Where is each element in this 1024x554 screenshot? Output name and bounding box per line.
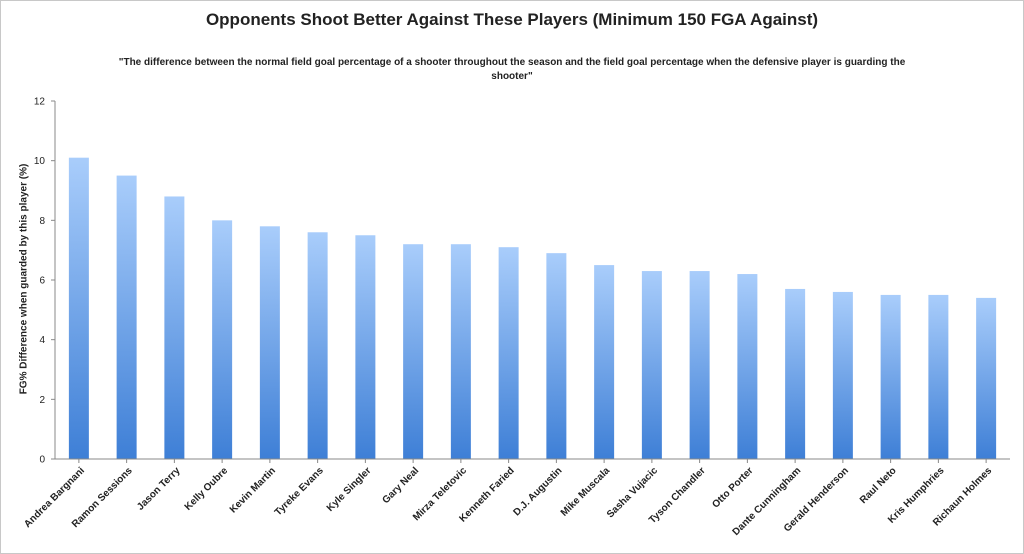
bar	[880, 294, 901, 459]
bar	[68, 157, 89, 459]
bar	[116, 175, 137, 460]
x-tick-label: Kelly Oubre	[183, 465, 231, 513]
bar	[737, 274, 758, 459]
chart-subtitle: "The difference between the normal field…	[118, 57, 906, 82]
bar	[832, 291, 853, 459]
x-tick-label: Raul Neto	[858, 465, 899, 506]
bar	[212, 220, 233, 459]
bar	[689, 271, 710, 459]
x-tick-label: Otto Porter	[710, 465, 755, 510]
y-tick-label: 6	[39, 276, 45, 287]
bar	[976, 297, 997, 459]
x-tick-label: Gary Neal	[380, 465, 421, 506]
y-tick-label: 4	[39, 335, 45, 346]
bar	[594, 265, 615, 459]
y-tick-label: 10	[34, 156, 46, 167]
x-tick-label: D.J. Augustin	[511, 465, 564, 518]
x-tick-label: Kevin Martin	[228, 465, 278, 515]
bar	[641, 271, 662, 459]
y-tick-label: 12	[34, 97, 46, 108]
x-tick-label: Jason Terry	[135, 465, 183, 513]
bar	[546, 253, 567, 459]
bar	[498, 247, 519, 459]
x-tick-label: Tyreke Evans	[273, 465, 326, 518]
bar	[785, 288, 806, 459]
chart-title: Opponents Shoot Better Against These Pla…	[205, 10, 819, 29]
y-tick-label: 8	[39, 216, 45, 227]
y-tick-label: 2	[39, 395, 45, 406]
y-axis: 0 2 4 6 8 10 12	[34, 97, 56, 466]
x-tick-label: Mike Muscala	[559, 465, 613, 519]
bar	[164, 196, 185, 459]
y-tick-label: 0	[39, 455, 45, 466]
bars	[68, 157, 997, 460]
bar	[307, 232, 328, 459]
bar	[355, 235, 376, 459]
bar	[259, 226, 280, 459]
bar	[450, 244, 471, 459]
x-tick-label: Kyle Singler	[325, 465, 374, 514]
bar	[928, 294, 949, 459]
bar	[403, 244, 424, 459]
